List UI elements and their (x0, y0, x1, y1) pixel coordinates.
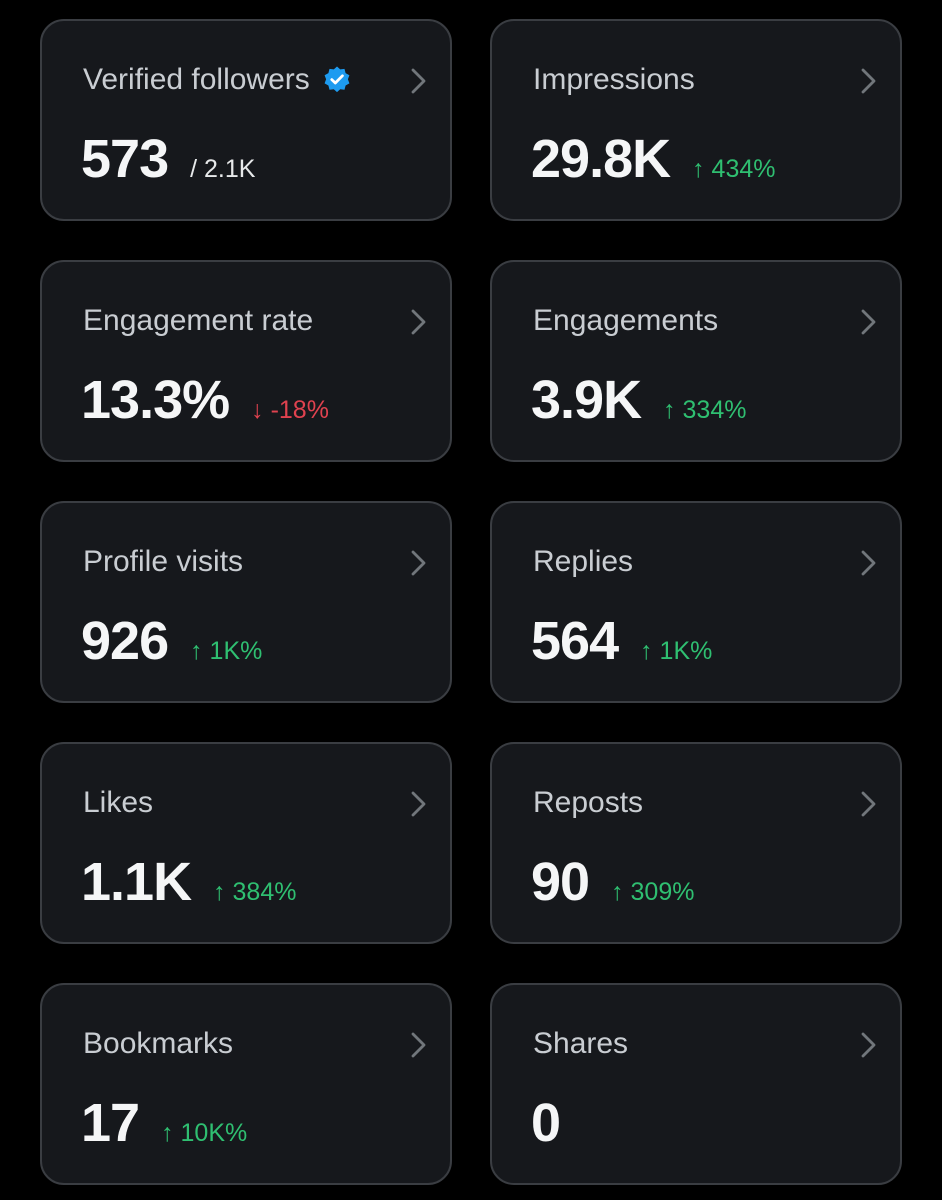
chevron-right-icon (861, 550, 876, 576)
analytics-card-grid: Verified followers 573 / 2.1K Impression… (40, 19, 902, 1185)
metric-row: 13.3% ↓ -18% (81, 368, 329, 432)
metric-change: ↑ 434% (692, 155, 776, 183)
metric-total: / 2.1K (190, 155, 256, 183)
chevron-right-icon (861, 309, 876, 335)
metric-value: 1.1K (81, 852, 192, 912)
metric-change: ↑ 309% (611, 878, 695, 906)
card-title-label: Likes (83, 786, 154, 819)
card-impressions[interactable]: Impressions 29.8K ↑ 434% (490, 19, 902, 221)
metric-change: ↑ 1K% (190, 637, 263, 665)
metric-row: 573 / 2.1K (81, 127, 255, 191)
card-engagement-rate[interactable]: Engagement rate 13.3% ↓ -18% (40, 260, 452, 462)
card-likes[interactable]: Likes 1.1K ↑ 384% (40, 742, 452, 944)
card-title-label: Shares (533, 1027, 629, 1060)
card-shares[interactable]: Shares 0 (490, 983, 902, 1185)
card-title: Verified followers (83, 61, 352, 99)
metric-row: 29.8K ↑ 434% (531, 127, 776, 191)
verified-badge-icon (322, 65, 352, 95)
card-verified-followers[interactable]: Verified followers 573 / 2.1K (40, 19, 452, 221)
chevron-right-icon (411, 550, 426, 576)
card-engagements[interactable]: Engagements 3.9K ↑ 334% (490, 260, 902, 462)
metric-value: 17 (81, 1093, 140, 1153)
metric-value: 0 (531, 1093, 561, 1153)
metric-value: 926 (81, 611, 169, 671)
metric-row: 3.9K ↑ 334% (531, 368, 746, 432)
metric-change: ↑ 384% (213, 878, 297, 906)
metric-value: 564 (531, 611, 619, 671)
card-title: Replies (533, 543, 633, 581)
card-title-label: Engagements (533, 304, 719, 337)
metric-row: 1.1K ↑ 384% (81, 850, 296, 914)
card-title-label: Replies (533, 545, 634, 578)
chevron-right-icon (861, 791, 876, 817)
chevron-right-icon (411, 791, 426, 817)
card-title: Shares (533, 1025, 628, 1063)
card-profile-visits[interactable]: Profile visits 926 ↑ 1K% (40, 501, 452, 703)
card-title: Bookmarks (83, 1025, 233, 1063)
metric-row: 90 ↑ 309% (531, 850, 694, 914)
card-replies[interactable]: Replies 564 ↑ 1K% (490, 501, 902, 703)
card-title-label: Profile visits (83, 545, 244, 578)
card-title: Engagement rate (83, 302, 313, 340)
metric-value: 29.8K (531, 129, 671, 189)
metric-row: 17 ↑ 10K% (81, 1091, 247, 1155)
card-title: Profile visits (83, 543, 243, 581)
metric-row: 926 ↑ 1K% (81, 609, 262, 673)
metric-change: ↑ 334% (663, 396, 747, 424)
card-title-label: Impressions (533, 63, 695, 96)
metric-value: 3.9K (531, 370, 642, 430)
card-title-label: Reposts (533, 786, 644, 819)
card-title: Engagements (533, 302, 718, 340)
metric-change: ↓ -18% (251, 396, 329, 424)
card-bookmarks[interactable]: Bookmarks 17 ↑ 10K% (40, 983, 452, 1185)
card-title: Likes (83, 784, 153, 822)
card-reposts[interactable]: Reposts 90 ↑ 309% (490, 742, 902, 944)
chevron-right-icon (411, 68, 426, 94)
chevron-right-icon (861, 68, 876, 94)
card-title: Reposts (533, 784, 643, 822)
card-title: Impressions (533, 61, 695, 99)
metric-row: 564 ↑ 1K% (531, 609, 712, 673)
metric-value: 90 (531, 852, 590, 912)
metric-row: 0 (531, 1091, 561, 1155)
chevron-right-icon (861, 1032, 876, 1058)
chevron-right-icon (411, 1032, 426, 1058)
chevron-right-icon (411, 309, 426, 335)
card-title-label: Verified followers (83, 63, 310, 96)
metric-change: ↑ 1K% (640, 637, 713, 665)
metric-value: 13.3% (81, 370, 230, 430)
card-title-label: Bookmarks (83, 1027, 234, 1060)
card-title-label: Engagement rate (83, 304, 314, 337)
metric-change: ↑ 10K% (161, 1119, 248, 1147)
metric-value: 573 (81, 129, 169, 189)
